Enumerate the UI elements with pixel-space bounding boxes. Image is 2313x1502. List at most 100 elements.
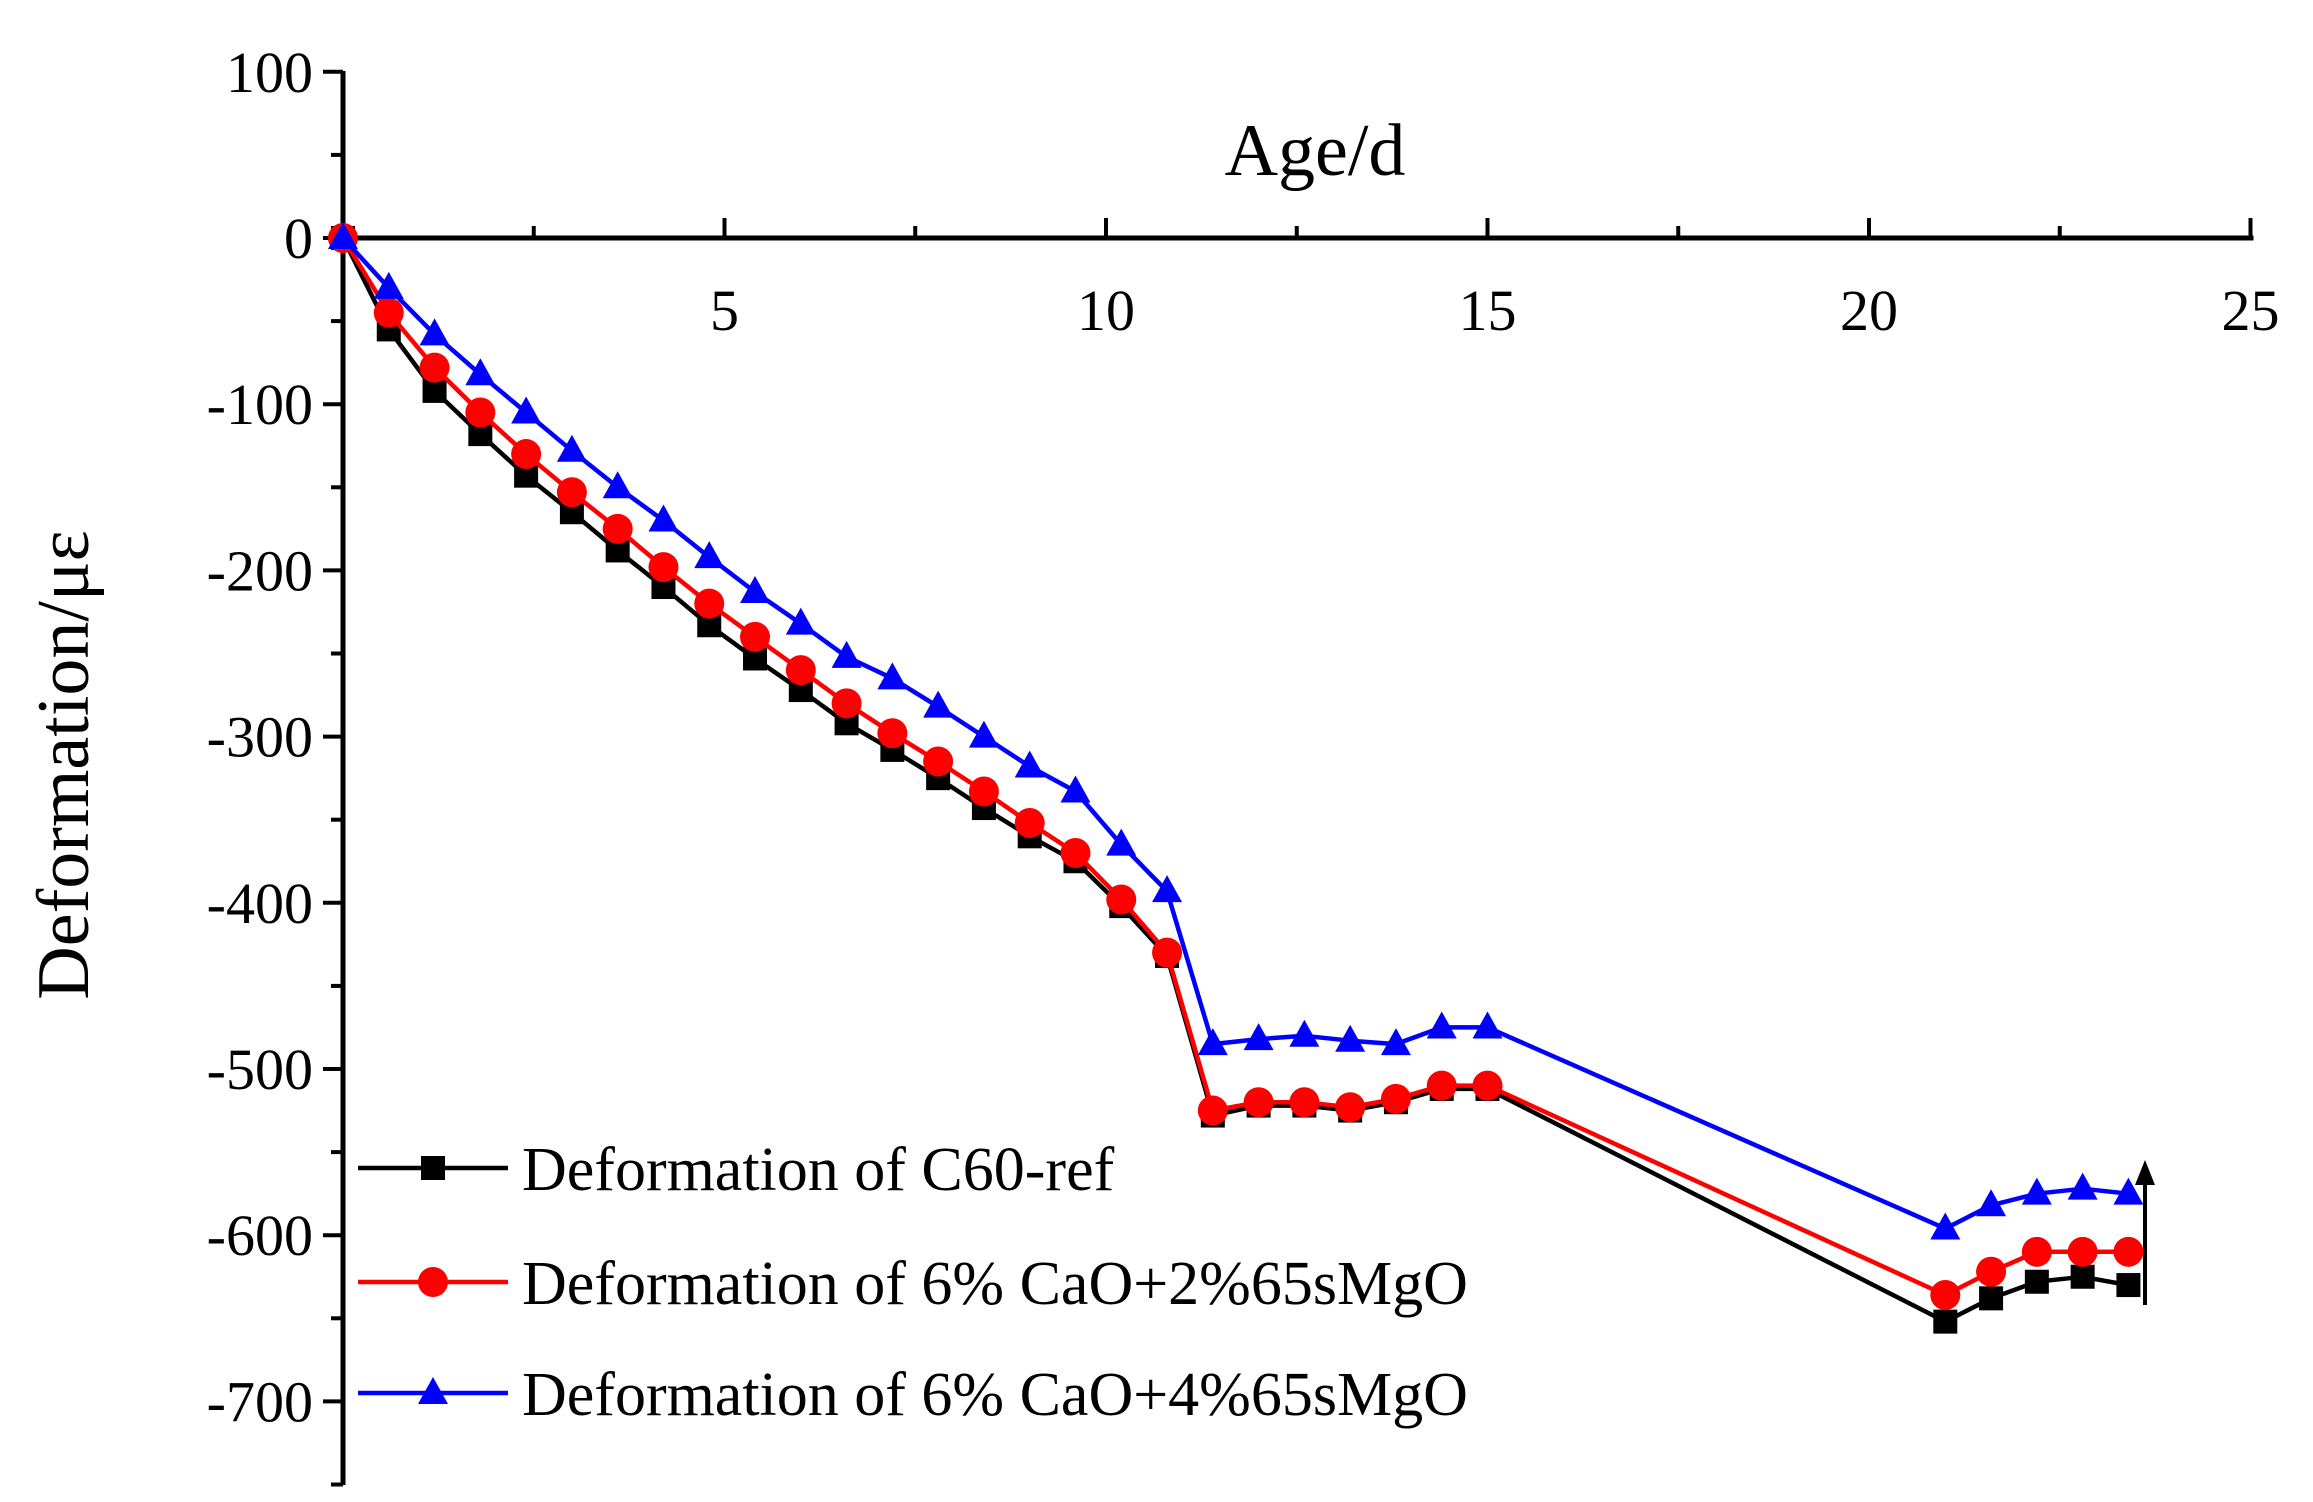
data-point: [1976, 1256, 2007, 1287]
y-tick-label: 100: [226, 40, 313, 105]
data-point: [1289, 1019, 1320, 1047]
x-tick-label: 10: [1077, 278, 1135, 343]
data-point: [2024, 1269, 2049, 1294]
data-point: [1152, 937, 1183, 968]
data-point: [785, 607, 816, 635]
arrow-head: [2135, 1160, 2155, 1185]
data-point: [1976, 1189, 2007, 1217]
data-point: [559, 500, 584, 525]
data-point: [328, 222, 358, 249]
data-point: [2067, 1236, 2098, 1267]
legend-marker: [418, 1267, 448, 1297]
data-point: [694, 588, 725, 619]
y-tick-label: -100: [207, 372, 313, 437]
series-3: [328, 222, 2144, 1240]
y-axis-title: Deformation/με: [23, 530, 105, 999]
y-tick-label: -400: [207, 871, 313, 936]
data-point: [419, 318, 450, 346]
data-point: [1060, 837, 1091, 868]
legend-item: Deformation of 6% CaO+2%65sMgO: [358, 1250, 1468, 1318]
data-point: [1426, 1070, 1457, 1101]
data-point: [648, 504, 679, 532]
legend-item: Deformation of C60-ref: [358, 1136, 1115, 1204]
x-ticks: 5 10 15 20 25: [531, 218, 2280, 343]
data-point: [694, 541, 725, 569]
y-tick-label: -500: [207, 1037, 313, 1102]
x-tick-label: 20: [1840, 278, 1898, 343]
data-point: [556, 434, 587, 462]
data-point: [1472, 1011, 1503, 1039]
data-point: [968, 776, 999, 807]
data-point: [648, 552, 679, 583]
data-point: [1933, 1309, 1958, 1334]
data-point: [422, 378, 447, 403]
y-tick-label: -600: [207, 1203, 313, 1268]
data-point: [1243, 1087, 1274, 1118]
data-point: [2116, 1273, 2141, 1298]
y-tick-label: -700: [207, 1369, 313, 1434]
data-point: [1106, 828, 1137, 856]
data-point: [1426, 1011, 1457, 1039]
data-point: [877, 662, 908, 690]
x-tick-label: 25: [2222, 278, 2280, 343]
x-tick-label: 5: [710, 278, 739, 343]
x-axis-title: Age/d: [1225, 110, 1406, 192]
series-2: [328, 223, 2144, 1311]
legend-marker: [421, 1156, 445, 1180]
data-point: [1335, 1024, 1366, 1052]
data-point: [1289, 1087, 1320, 1118]
data-point: [1472, 1070, 1503, 1101]
data-point: [1380, 1083, 1411, 1114]
data-point: [465, 397, 496, 428]
data-point: [511, 439, 542, 470]
data-point: [1014, 808, 1045, 839]
data-point: [1335, 1092, 1366, 1123]
data-point: [2021, 1236, 2052, 1267]
y-tick-label: 0: [284, 206, 313, 271]
data-point: [1930, 1212, 1961, 1240]
data-point: [2113, 1236, 2144, 1267]
data-point: [923, 690, 954, 718]
data-point: [602, 513, 633, 544]
data-point: [1243, 1023, 1274, 1051]
data-point: [373, 271, 404, 299]
data-point: [877, 718, 908, 749]
data-point: [602, 471, 633, 499]
data-point: [740, 576, 771, 604]
data-point: [831, 640, 862, 668]
y-tick-label: -200: [207, 538, 313, 603]
data-point: [2113, 1177, 2144, 1205]
y-ticks: 100 0 -100 -200 -300 -400 -500 -600 -700: [207, 40, 343, 1487]
data-point: [1152, 875, 1183, 903]
data-point: [740, 621, 771, 652]
data-point: [556, 477, 587, 508]
y-tick-label: -300: [207, 705, 313, 770]
legend: Deformation of C60-ref Deformation of 6% …: [358, 1136, 1468, 1429]
legend-label: Deformation of C60-ref: [522, 1136, 1115, 1204]
legend-label: Deformation of 6% CaO+4%65sMgO: [522, 1361, 1468, 1429]
series-layer: [328, 222, 2144, 1334]
data-point: [419, 352, 450, 383]
data-point: [1014, 750, 1045, 778]
data-point: [1197, 1095, 1228, 1126]
data-point: [373, 297, 404, 328]
data-point: [968, 720, 999, 748]
data-point: [2067, 1172, 2098, 1200]
data-point: [1930, 1280, 1961, 1311]
upward-arrow-annotation: [2135, 1160, 2155, 1305]
data-point: [831, 688, 862, 719]
legend-label: Deformation of 6% CaO+2%65sMgO: [522, 1250, 1468, 1318]
data-point: [923, 746, 954, 777]
data-point: [511, 396, 542, 424]
legend-item: Deformation of 6% CaO+4%65sMgO: [358, 1361, 1468, 1429]
data-point: [1060, 775, 1091, 803]
data-point: [1197, 1028, 1228, 1056]
data-point: [785, 655, 816, 686]
data-point: [465, 358, 496, 386]
x-tick-label: 15: [1459, 278, 1517, 343]
data-point: [1380, 1028, 1411, 1056]
data-point: [2070, 1264, 2095, 1289]
data-point: [1106, 884, 1137, 915]
